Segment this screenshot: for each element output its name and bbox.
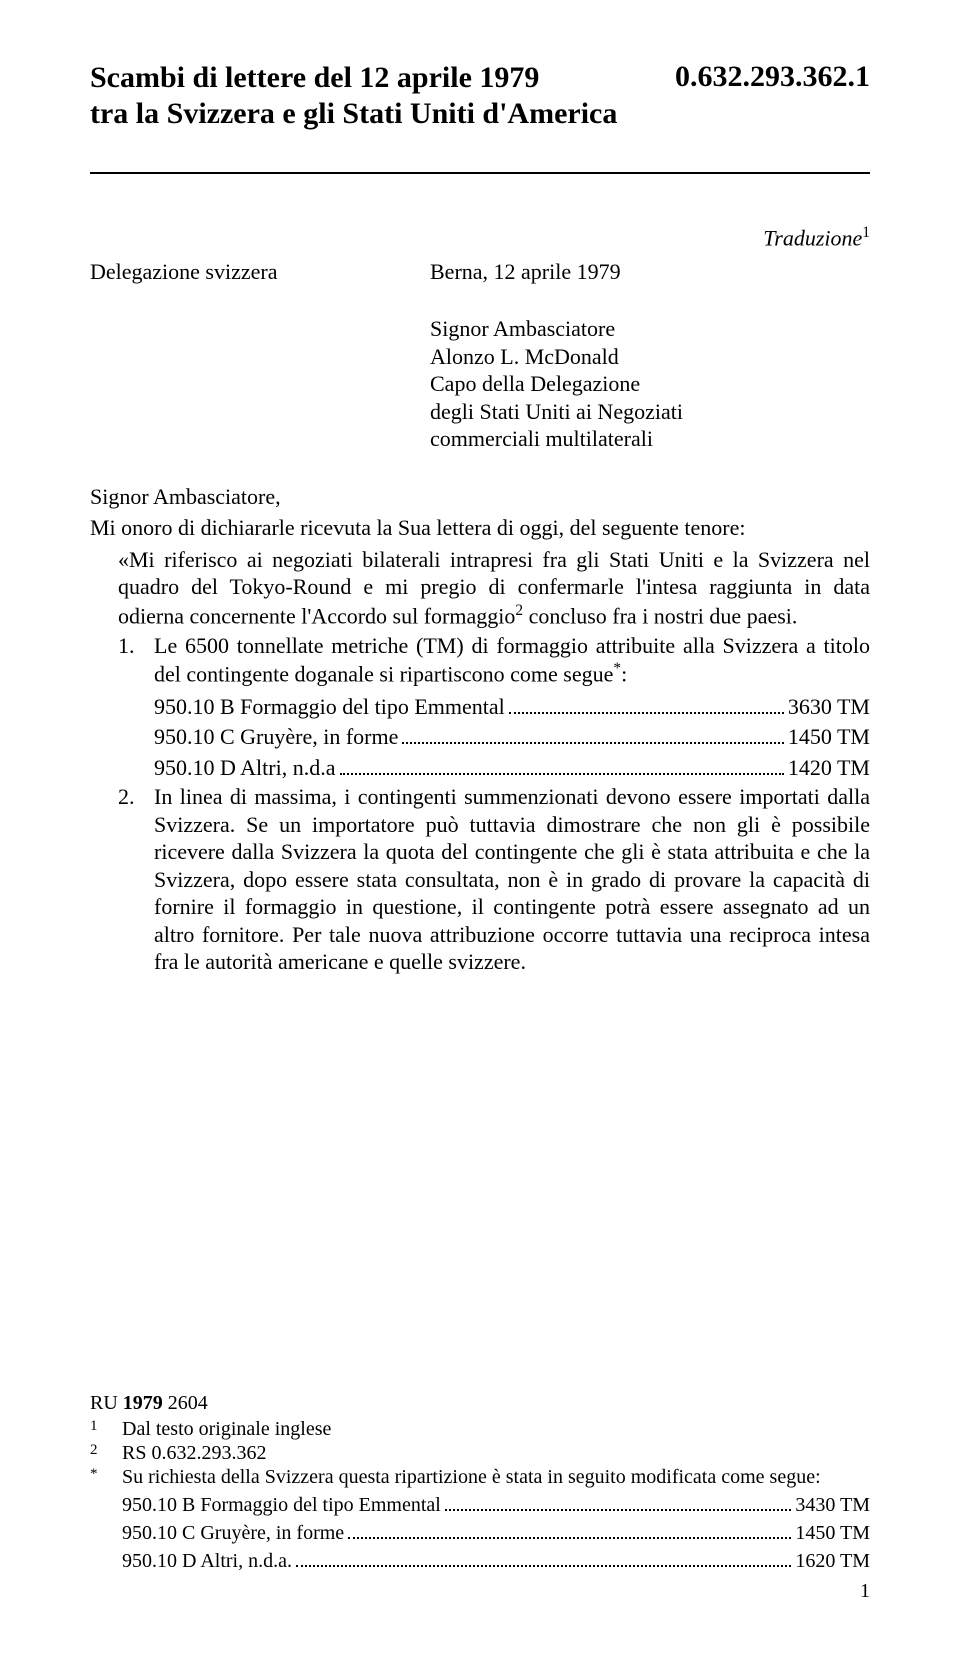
list-body: Le 6500 tonnellate metriche (TM) di form… [154, 632, 870, 782]
list-item-2: 2. In linea di massima, i contingenti su… [118, 783, 870, 976]
address-block: Signor Ambasciatore Alonzo L. McDonald C… [430, 315, 870, 453]
translation-text: Traduzione [763, 225, 862, 250]
footnote-tariff-row: 950.10 D Altri, n.d.a. 1620 TM [122, 1545, 870, 1573]
leader-dots [509, 690, 784, 714]
tariff-value: 3630 TM [788, 693, 870, 721]
ru-bold: 1979 [123, 1392, 163, 1414]
list-item-1: 1. Le 6500 tonnellate metriche (TM) di f… [118, 632, 870, 782]
document-page: Scambi di lettere del 12 aprile 1979 tra… [0, 0, 960, 1653]
tariff-rows: 950.10 B Formaggio del tipo Emmental 363… [154, 690, 870, 782]
footnote-mark: 1 [90, 1417, 122, 1441]
address-line: Capo della Delegazione [430, 370, 870, 398]
tariff-label: 950.10 C Gruyère, in forme [122, 1521, 344, 1545]
title-block: Scambi di lettere del 12 aprile 1979 tra… [90, 60, 655, 132]
list-number: 2. [118, 783, 154, 976]
tariff-value: 1450 TM [795, 1521, 870, 1545]
title-line-1: Scambi di lettere del 12 aprile 1979 [90, 60, 655, 96]
delegation-row: Delegazione svizzera Berna, 12 aprile 19… [90, 259, 870, 285]
tariff-label: 950.10 B Formaggio del tipo Emmental [154, 693, 505, 721]
footnote-body: RS 0.632.293.362 [122, 1441, 870, 1465]
ru-reference: RU 1979 2604 [90, 1391, 870, 1415]
tariff-row: 950.10 D Altri, n.d.a 1420 TM [154, 751, 870, 782]
translation-note: Traduzione1 [90, 224, 870, 251]
footnote-mark: * [90, 1465, 122, 1573]
footnote-star-text: Su richiesta della Svizzera questa ripar… [122, 1466, 821, 1488]
tariff-label: 950.10 C Gruyère, in forme [154, 723, 398, 751]
tariff-value: 3430 TM [795, 1493, 870, 1517]
tariff-label: 950.10 B Formaggio del tipo Emmental [122, 1493, 441, 1517]
quote-sup: 2 [515, 602, 523, 619]
footnotes: RU 1979 2604 1 Dal testo originale ingle… [90, 1391, 870, 1603]
tariff-row: 950.10 B Formaggio del tipo Emmental 363… [154, 690, 870, 721]
page-number: 1 [90, 1579, 870, 1603]
divider [90, 172, 870, 174]
footnote-body: Su richiesta della Svizzera questa ripar… [122, 1465, 870, 1573]
intro-line: Mi onoro di dichiararle ricevuta la Sua … [90, 514, 870, 542]
footnote-row: 2 RS 0.632.293.362 [90, 1441, 870, 1465]
list-number: 1. [118, 632, 154, 782]
address-line: Alonzo L. McDonald [430, 343, 870, 371]
letter-body: Signor Ambasciatore, Mi onoro di dichiar… [90, 483, 870, 976]
list-body: In linea di massima, i contingenti summe… [154, 783, 870, 976]
footnote-mark: 2 [90, 1441, 122, 1465]
leader-dots [340, 751, 784, 775]
item1-text-b: : [621, 661, 627, 686]
translation-sup: 1 [862, 224, 870, 241]
leader-dots [296, 1545, 791, 1567]
salutation: Signor Ambasciatore, [90, 483, 870, 511]
numbered-list: 1. Le 6500 tonnellate metriche (TM) di f… [118, 632, 870, 976]
title-line-2: tra la Svizzera e gli Stati Uniti d'Amer… [90, 96, 655, 132]
quote-block: «Mi riferisco ai negoziati bilaterali in… [118, 546, 870, 630]
tariff-label: 950.10 D Altri, n.d.a [154, 754, 336, 782]
tariff-value: 1420 TM [788, 754, 870, 782]
footnote-tariff-row: 950.10 B Formaggio del tipo Emmental 343… [122, 1489, 870, 1517]
delegation-left: Delegazione svizzera [90, 259, 430, 285]
item1-text-a: Le 6500 tonnellate metriche (TM) di form… [154, 633, 870, 687]
header-row: Scambi di lettere del 12 aprile 1979 tra… [90, 60, 870, 132]
delegation-right: Berna, 12 aprile 1979 [430, 259, 621, 285]
item1-sup: * [613, 660, 621, 677]
quote-text-b: concluso fra i nostri due paesi. [523, 603, 797, 628]
leader-dots [348, 1517, 791, 1539]
address-line: Signor Ambasciatore [430, 315, 870, 343]
footnote-row: 1 Dal testo originale inglese [90, 1417, 870, 1441]
footnote-tariff-row: 950.10 C Gruyère, in forme 1450 TM [122, 1517, 870, 1545]
footnote-row: * Su richiesta della Svizzera questa rip… [90, 1465, 870, 1573]
leader-dots [402, 720, 784, 744]
leader-dots [445, 1489, 792, 1511]
tariff-value: 1620 TM [795, 1549, 870, 1573]
footnote-body: Dal testo originale inglese [122, 1417, 870, 1441]
tariff-row: 950.10 C Gruyère, in forme 1450 TM [154, 720, 870, 751]
tariff-label: 950.10 D Altri, n.d.a. [122, 1549, 292, 1573]
tariff-value: 1450 TM [788, 723, 870, 751]
document-number: 0.632.293.362.1 [675, 60, 870, 94]
address-line: degli Stati Uniti ai Negoziati [430, 398, 870, 426]
address-line: commerciali multilaterali [430, 425, 870, 453]
